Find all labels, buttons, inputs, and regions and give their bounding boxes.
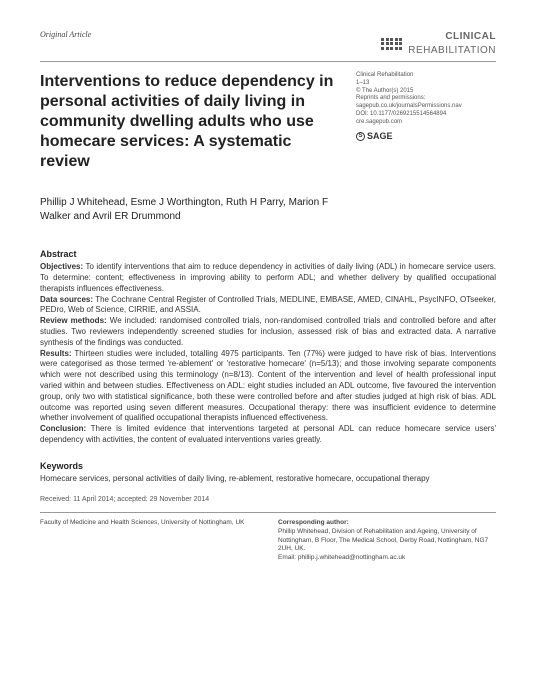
abstract-body: Objectives: To identify interventions th… xyxy=(40,262,496,446)
meta-pages: 1–13 xyxy=(356,80,496,88)
meta-sidebar: Clinical Rehabilitation 1–13 © The Autho… xyxy=(356,72,496,248)
corr-heading: Corresponding author: xyxy=(278,519,496,528)
authors: Phillip J Whitehead, Esme J Worthington,… xyxy=(40,196,340,224)
meta-site: cre.sagepub.com xyxy=(356,119,496,127)
keywords-text: Homecare services, personal activities o… xyxy=(40,474,496,485)
affiliation: Faculty of Medicine and Health Sciences,… xyxy=(40,519,258,528)
header-rule xyxy=(40,61,496,62)
results-text: Thirteen studies were included, totallin… xyxy=(40,349,496,423)
objectives-label: Objectives: xyxy=(40,262,83,271)
article-type: Original Article xyxy=(40,30,91,41)
corresponding-col: Corresponding author: Phillip Whitehead,… xyxy=(278,519,496,563)
sage-circle-icon: S xyxy=(356,132,365,141)
publisher-logo: S SAGE xyxy=(356,131,496,143)
brand-line2: REHABILITATION xyxy=(408,44,496,58)
corr-body: Phillip Whitehead, Division of Rehabilit… xyxy=(278,528,496,554)
meta-doi: DOI: 10.1177/0269215514564894 xyxy=(356,111,496,119)
keywords-heading: Keywords xyxy=(40,460,496,472)
brand-line1: CLINICAL xyxy=(408,30,496,44)
footer-rule xyxy=(40,512,496,513)
meta-copyright: © The Author(s) 2015 xyxy=(356,88,496,96)
conclusion-label: Conclusion: xyxy=(40,424,86,433)
review-text: We included: randomised controlled trial… xyxy=(40,316,496,347)
affiliation-col: Faculty of Medicine and Health Sciences,… xyxy=(40,519,258,563)
meta-reprints-url: sagepub.co.uk/journalsPermissions.nav xyxy=(356,103,496,111)
datasources-text: The Cochrane Central Register of Control… xyxy=(40,295,496,315)
datasources-label: Data sources: xyxy=(40,295,93,304)
review-label: Review methods: xyxy=(40,316,107,325)
keywords-block: Keywords Homecare services, personal act… xyxy=(40,460,496,485)
results-label: Results: xyxy=(40,349,72,358)
corr-email: Email: phillip.j.whitehead@nottingham.ac… xyxy=(278,554,496,563)
meta-reprints: Reprints and permissions: xyxy=(356,95,496,103)
title-meta-row: Interventions to reduce dependency in pe… xyxy=(40,72,496,248)
conclusion-text: There is limited evidence that intervent… xyxy=(40,424,496,444)
brand-dot-icon xyxy=(381,38,402,50)
meta-journal: Clinical Rehabilitation xyxy=(356,72,496,80)
article-title: Interventions to reduce dependency in pe… xyxy=(40,72,340,172)
footer-row: Faculty of Medicine and Health Sciences,… xyxy=(40,519,496,563)
journal-brand: CLINICAL REHABILITATION xyxy=(381,30,496,57)
objectives-text: To identify interventions that aim to re… xyxy=(40,262,496,293)
publisher-name: SAGE xyxy=(367,131,393,143)
abstract-heading: Abstract xyxy=(40,248,496,260)
dates: Received: 11 April 2014; accepted: 29 No… xyxy=(40,495,496,504)
header-row: Original Article CLINICAL REHABILITATION xyxy=(40,30,496,57)
